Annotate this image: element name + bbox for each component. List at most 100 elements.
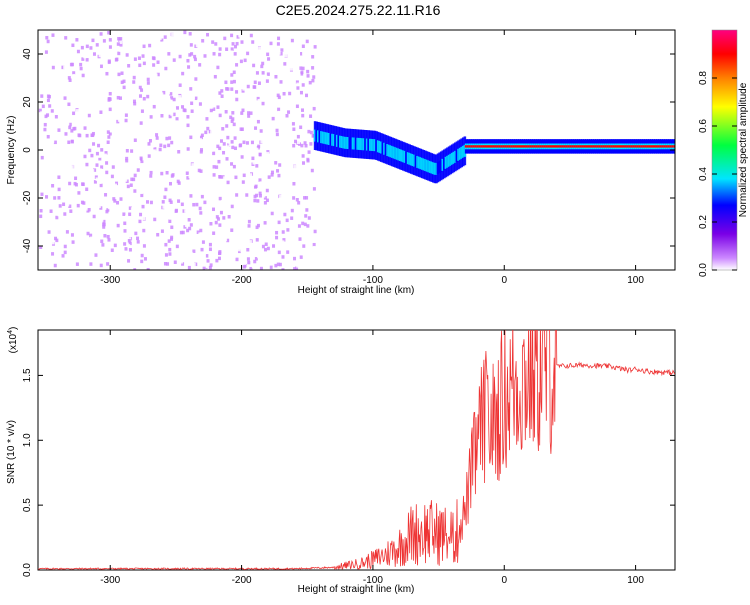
heatmap-cell [89, 259, 93, 263]
heatmap-cell [276, 169, 280, 173]
heatmap-cell [194, 96, 198, 101]
heatmap-cell [311, 78, 315, 83]
heatmap-cell [267, 175, 271, 179]
heatmap-cell [186, 123, 190, 128]
heatmap-cell [177, 245, 181, 249]
heatmap-cell [277, 107, 281, 112]
heatmap-cell [116, 197, 120, 202]
heatmap-cell [320, 161, 323, 165]
heatmap-cell [98, 180, 102, 184]
heatmap-cell [329, 133, 333, 146]
heatmap-cell [152, 63, 156, 67]
heatmap-cell [335, 218, 338, 222]
heatmap-cell [255, 193, 259, 198]
heatmap-cell [90, 153, 94, 158]
heatmap-cell [585, 145, 589, 148]
heatmap-cell [145, 246, 149, 251]
heatmap-cell [217, 184, 221, 189]
heatmap-cell [339, 231, 342, 235]
heatmap-cell [327, 200, 330, 204]
heatmap-cell [305, 206, 309, 210]
heatmap-cell [99, 183, 103, 188]
heatmap-cell [125, 215, 129, 219]
heatmap-cell [177, 199, 181, 203]
heatmap-cell [81, 57, 85, 61]
heatmap-cell [221, 127, 225, 131]
heatmap-cell [168, 247, 172, 252]
heatmap-cell [62, 82, 66, 87]
heatmap-cell [156, 60, 160, 64]
heatmap-cell [221, 203, 225, 207]
heatmap-cell [320, 222, 324, 226]
heatmap-cell [124, 39, 128, 44]
heatmap-cell [285, 207, 289, 211]
heatmap-cell [116, 42, 120, 46]
heatmap-cell [74, 123, 78, 127]
heatmap-cell [264, 162, 268, 167]
heatmap-cell [90, 43, 94, 47]
heatmap-cell [123, 229, 127, 233]
heatmap-cell [49, 246, 53, 251]
heatmap-cell [160, 171, 164, 176]
heatmap-cell [129, 183, 133, 187]
colorbar-tick-label: 0.6 [698, 119, 709, 133]
heatmap-cell [630, 145, 634, 148]
heatmap-cell [394, 147, 397, 160]
heatmap-cell [209, 148, 213, 152]
heatmap-cell [142, 244, 146, 248]
heatmap-cell [279, 51, 283, 56]
heatmap-cell [163, 144, 167, 149]
heatmap-cell [219, 64, 223, 69]
heatmap-cell [75, 262, 79, 266]
heatmap-cell [110, 219, 114, 223]
heatmap-cell [104, 261, 108, 265]
heatmap-cell [283, 212, 287, 217]
heatmap-cell [147, 142, 151, 146]
heatmap-cell [350, 137, 353, 150]
heatmap-cell [326, 60, 329, 64]
heatmap-cell [210, 52, 214, 57]
heatmap-cell [447, 154, 451, 167]
heatmap-cell [94, 253, 98, 257]
heatmap-cell [179, 230, 183, 235]
heatmap-cell [109, 258, 113, 262]
heatmap-cell [221, 175, 225, 179]
heatmap-cell [201, 240, 205, 244]
heatmap-cell [155, 136, 159, 140]
heatmap-cell [281, 268, 285, 270]
heatmap-cell [39, 245, 43, 249]
heatmap-cell [450, 152, 454, 165]
heatmap-cell [274, 149, 278, 154]
heatmap-cell [251, 168, 255, 172]
heatmap-cell [136, 87, 140, 91]
heatmap-cell [411, 154, 415, 167]
heatmap-cell [296, 82, 300, 87]
heatmap-cell [667, 145, 671, 148]
heatmap-cell [43, 122, 47, 127]
heatmap-cell [227, 257, 231, 262]
heatmap-cell [105, 187, 109, 191]
heatmap-cell [292, 143, 296, 148]
heatmap-cell [224, 104, 228, 108]
heatmap-cell [256, 136, 260, 141]
heatmap-cell [132, 67, 136, 72]
heatmap-cell [258, 31, 262, 36]
heatmap-cell [256, 96, 260, 101]
heatmap-cell [620, 145, 624, 148]
heatmap-cell [253, 35, 257, 39]
heatmap-cell [324, 74, 327, 78]
heatmap-cell [92, 142, 96, 146]
heatmap-cell [202, 153, 206, 157]
heatmap-cell [167, 98, 171, 102]
heatmap-cell [250, 202, 254, 206]
heatmap-cell [61, 172, 65, 177]
heatmap-cell [305, 39, 309, 44]
heatmap-cell [362, 138, 366, 151]
heatmap-cell [232, 70, 236, 75]
heatmap-cell [43, 127, 47, 132]
heatmap-cell [44, 114, 48, 119]
heatmap-cell [387, 144, 391, 157]
heatmap-cell [255, 238, 259, 242]
heatmap-cell [346, 137, 350, 150]
heatmap-cell [209, 222, 213, 226]
